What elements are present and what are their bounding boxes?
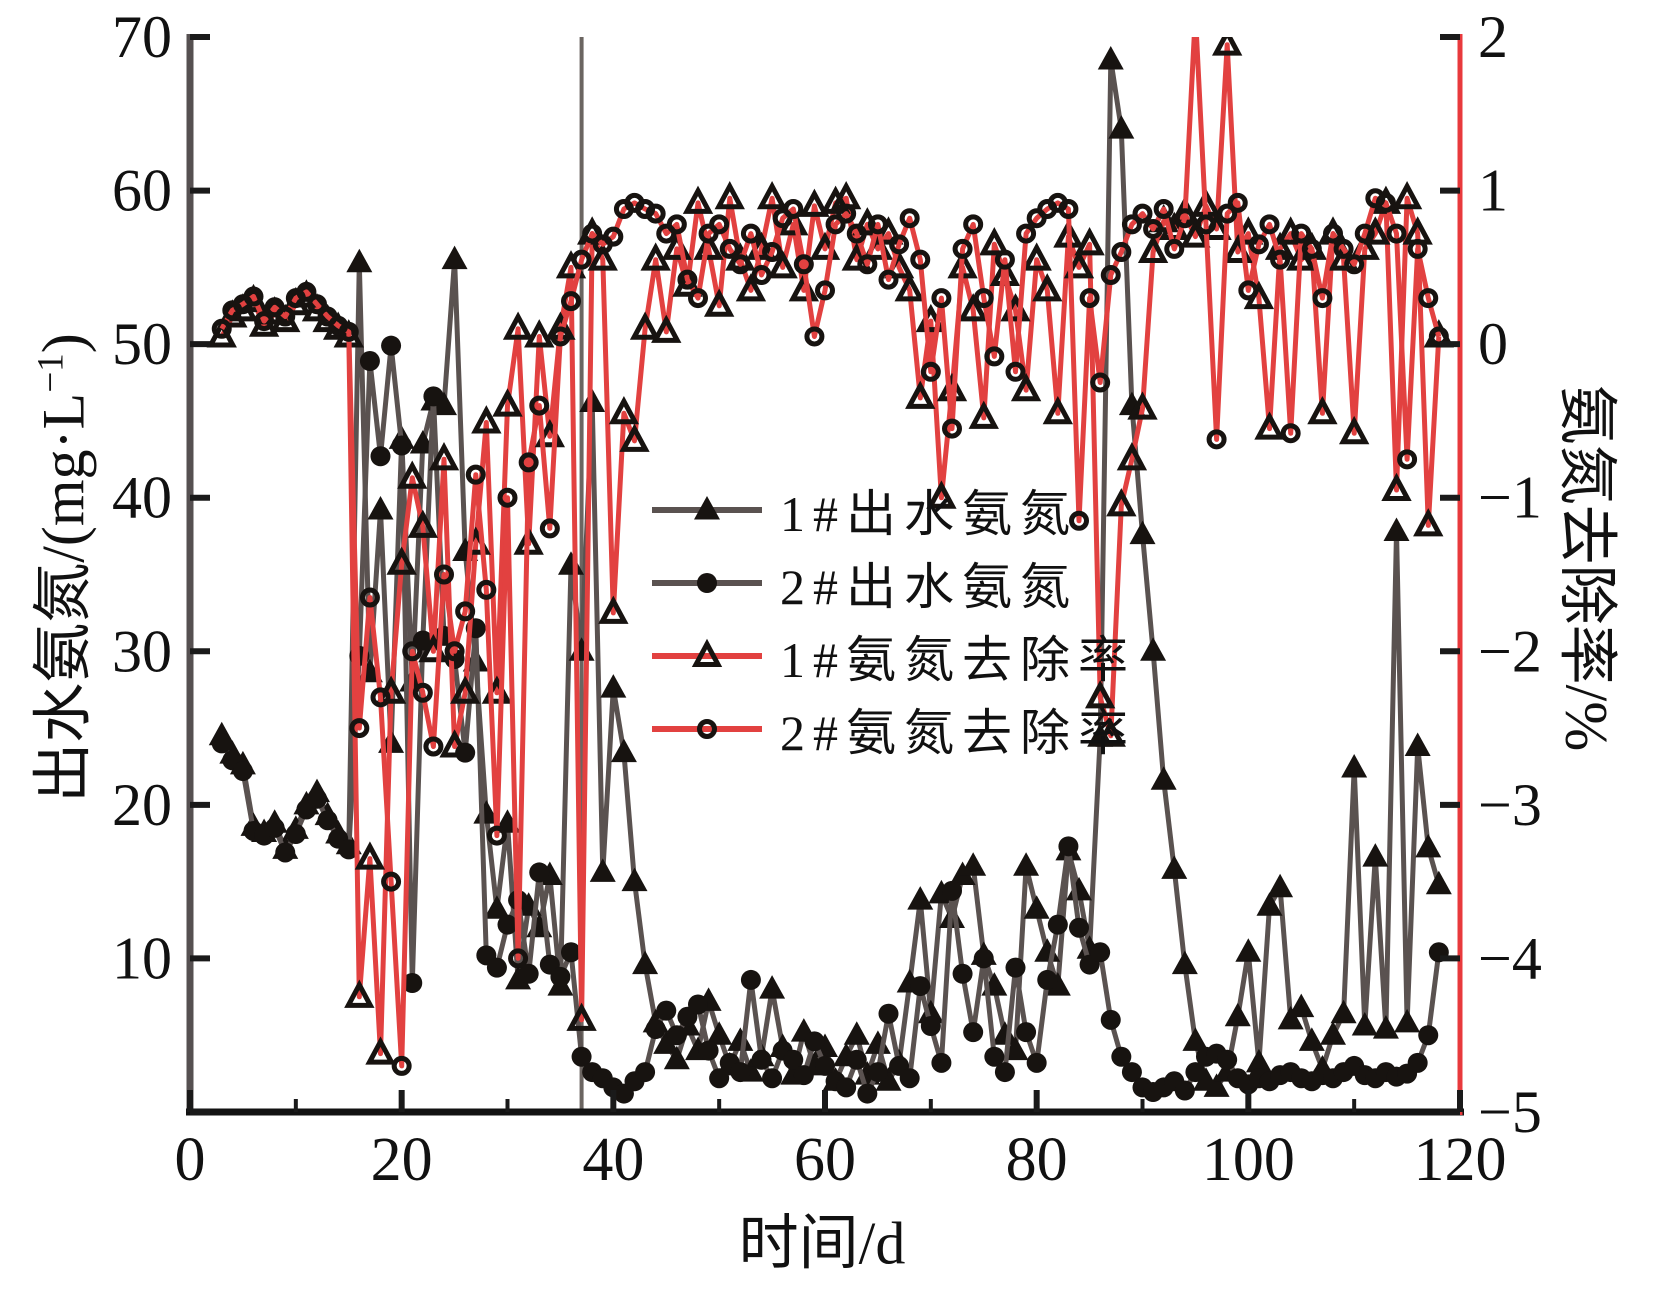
legend-label: 1#氨氮去除率 [780, 632, 1136, 688]
legend-label: 2#氨氮去除率 [780, 705, 1136, 761]
x-axis-title: 时间/d [738, 1210, 906, 1277]
svg-text:0: 0 [1478, 311, 1508, 377]
svg-text:−5: −5 [1478, 1079, 1542, 1145]
svg-text:50: 50 [112, 311, 172, 377]
svg-text:20: 20 [371, 1126, 433, 1194]
tri-filled-legend-marker-icon [652, 496, 762, 520]
data-series-group [206, 37, 1455, 1104]
svg-text:0: 0 [175, 1126, 206, 1194]
svg-text:40: 40 [582, 1126, 644, 1194]
svg-text:80: 80 [1006, 1126, 1068, 1194]
svg-text:10: 10 [112, 925, 172, 991]
legend-item-4: 2#氨氮去除率 [648, 697, 1136, 761]
svg-text:−4: −4 [1478, 925, 1542, 991]
svg-text:60: 60 [112, 158, 172, 224]
legend-item-1: 1#出水氨氮 [648, 478, 1136, 542]
circ-filled-legend-marker-icon [652, 573, 762, 593]
series-2#氨氮去除率 [211, 37, 1449, 1076]
svg-text:100: 100 [1202, 1126, 1295, 1194]
chart-legend: 1#出水氨氮 2#出水氨氮 1#氨氮去除率 2#氨氮去除率 [648, 478, 1136, 761]
y-left-title-text: 出水氨氮/(mg·L [30, 392, 97, 803]
y-left-title-sup: −1 [30, 353, 72, 393]
legend-label: 2#出水氨氮 [780, 559, 1078, 615]
y-left-axis-title: 出水氨氮/(mg·L−1) [15, 333, 102, 803]
legend-item-3: 1#氨氮去除率 [648, 624, 1136, 688]
y-left-title-close: ) [30, 333, 97, 354]
svg-text:70: 70 [112, 4, 172, 70]
legend-label: 1#出水氨氮 [780, 486, 1078, 542]
svg-text:60: 60 [794, 1126, 856, 1194]
svg-text:2: 2 [1478, 4, 1508, 70]
circ-open-legend-marker-icon [652, 719, 762, 739]
legend-item-2: 2#出水氨氮 [648, 551, 1136, 615]
y-right-axis-title: 氨氮去除率/% [1553, 384, 1620, 752]
svg-text:120: 120 [1414, 1126, 1507, 1194]
svg-text:30: 30 [112, 618, 172, 684]
series-2#出水氨氮 [211, 335, 1449, 1104]
svg-text:40: 40 [112, 465, 172, 531]
svg-text:20: 20 [112, 772, 172, 838]
svg-text:−3: −3 [1478, 772, 1542, 838]
tri-open-legend-marker-icon [652, 638, 762, 667]
svg-text:−1: −1 [1478, 465, 1542, 531]
svg-text:1: 1 [1478, 158, 1508, 224]
svg-text:−2: −2 [1478, 618, 1542, 684]
